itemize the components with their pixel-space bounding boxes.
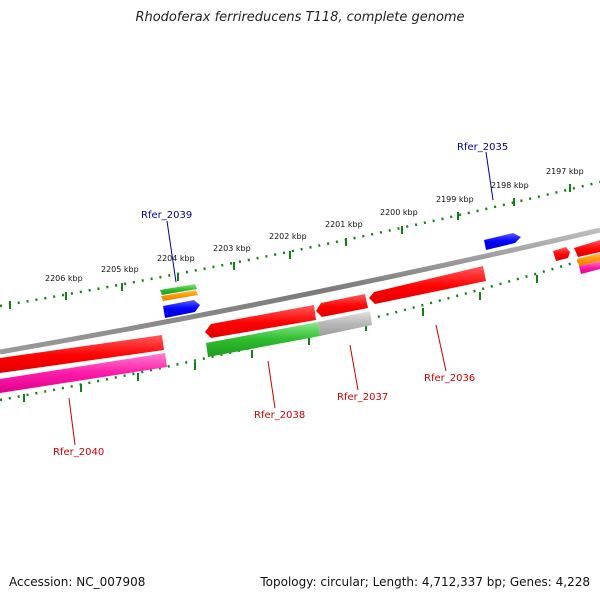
gene-feature-red[interactable] (553, 247, 570, 261)
gene-feature-pink[interactable] (579, 261, 600, 274)
ruler-label: 2205 kbp (101, 265, 139, 274)
gene-feature-pink[interactable] (0, 353, 167, 393)
genome-backbone (0, 227, 600, 355)
gene-feature-red[interactable] (0, 335, 164, 373)
gene-feature-red[interactable] (316, 294, 368, 317)
gene-label-leaders (68, 151, 494, 446)
gene-feature-green[interactable] (160, 284, 197, 295)
gene-label[interactable]: Rfer_2038 (254, 410, 305, 421)
ruler-label: 2198 kbp (491, 181, 529, 190)
ruler-major-ticks-upper (9, 184, 571, 309)
reverse-strand-features (0, 266, 486, 393)
ruler-label: 2201 kbp (325, 220, 363, 229)
ruler-label: 2200 kbp (380, 208, 418, 217)
gene-label[interactable]: Rfer_2039 (141, 210, 192, 221)
ruler-label: 2204 kbp (157, 254, 195, 263)
gene-feature-red[interactable] (369, 266, 486, 304)
forward-strand-features (160, 233, 600, 318)
gene-label[interactable]: Rfer_2037 (337, 392, 388, 403)
gene-feature-red[interactable] (205, 305, 316, 338)
gene-feature-blue[interactable] (484, 233, 521, 250)
ruler-label: 2197 kbp (546, 167, 584, 176)
genome-title: Rhodoferax ferrireducens T118, complete … (135, 10, 465, 25)
ruler-label: 2199 kbp (436, 195, 474, 204)
gene-feature-green[interactable] (206, 322, 320, 357)
gene-feature-orange[interactable] (577, 253, 600, 266)
gene-feature-blue[interactable] (163, 300, 200, 318)
gene-labels: Rfer_2039 Rfer_2035 Rfer_2040 Rfer_2038 … (53, 142, 508, 458)
accession-text: Accession: NC_007908 (9, 575, 146, 589)
ruler-label: 2203 kbp (213, 244, 251, 253)
ruler-labels: 2206 kbp 2205 kbp 2204 kbp 2203 kbp 2202… (45, 167, 584, 283)
gene-feature-orange[interactable] (161, 290, 198, 301)
ruler-label: 2202 kbp (269, 232, 307, 241)
gene-label[interactable]: Rfer_2040 (53, 447, 104, 458)
gene-label[interactable]: Rfer_2036 (424, 373, 475, 384)
gene-feature-red[interactable] (574, 240, 600, 257)
ruler-track-upper (0, 180, 600, 309)
gene-label[interactable]: Rfer_2035 (457, 142, 508, 153)
genome-summary-text: Topology: circular; Length: 4,712,337 bp… (260, 575, 590, 589)
ruler-label: 2206 kbp (45, 274, 83, 283)
gene-feature-gray[interactable] (318, 311, 372, 336)
